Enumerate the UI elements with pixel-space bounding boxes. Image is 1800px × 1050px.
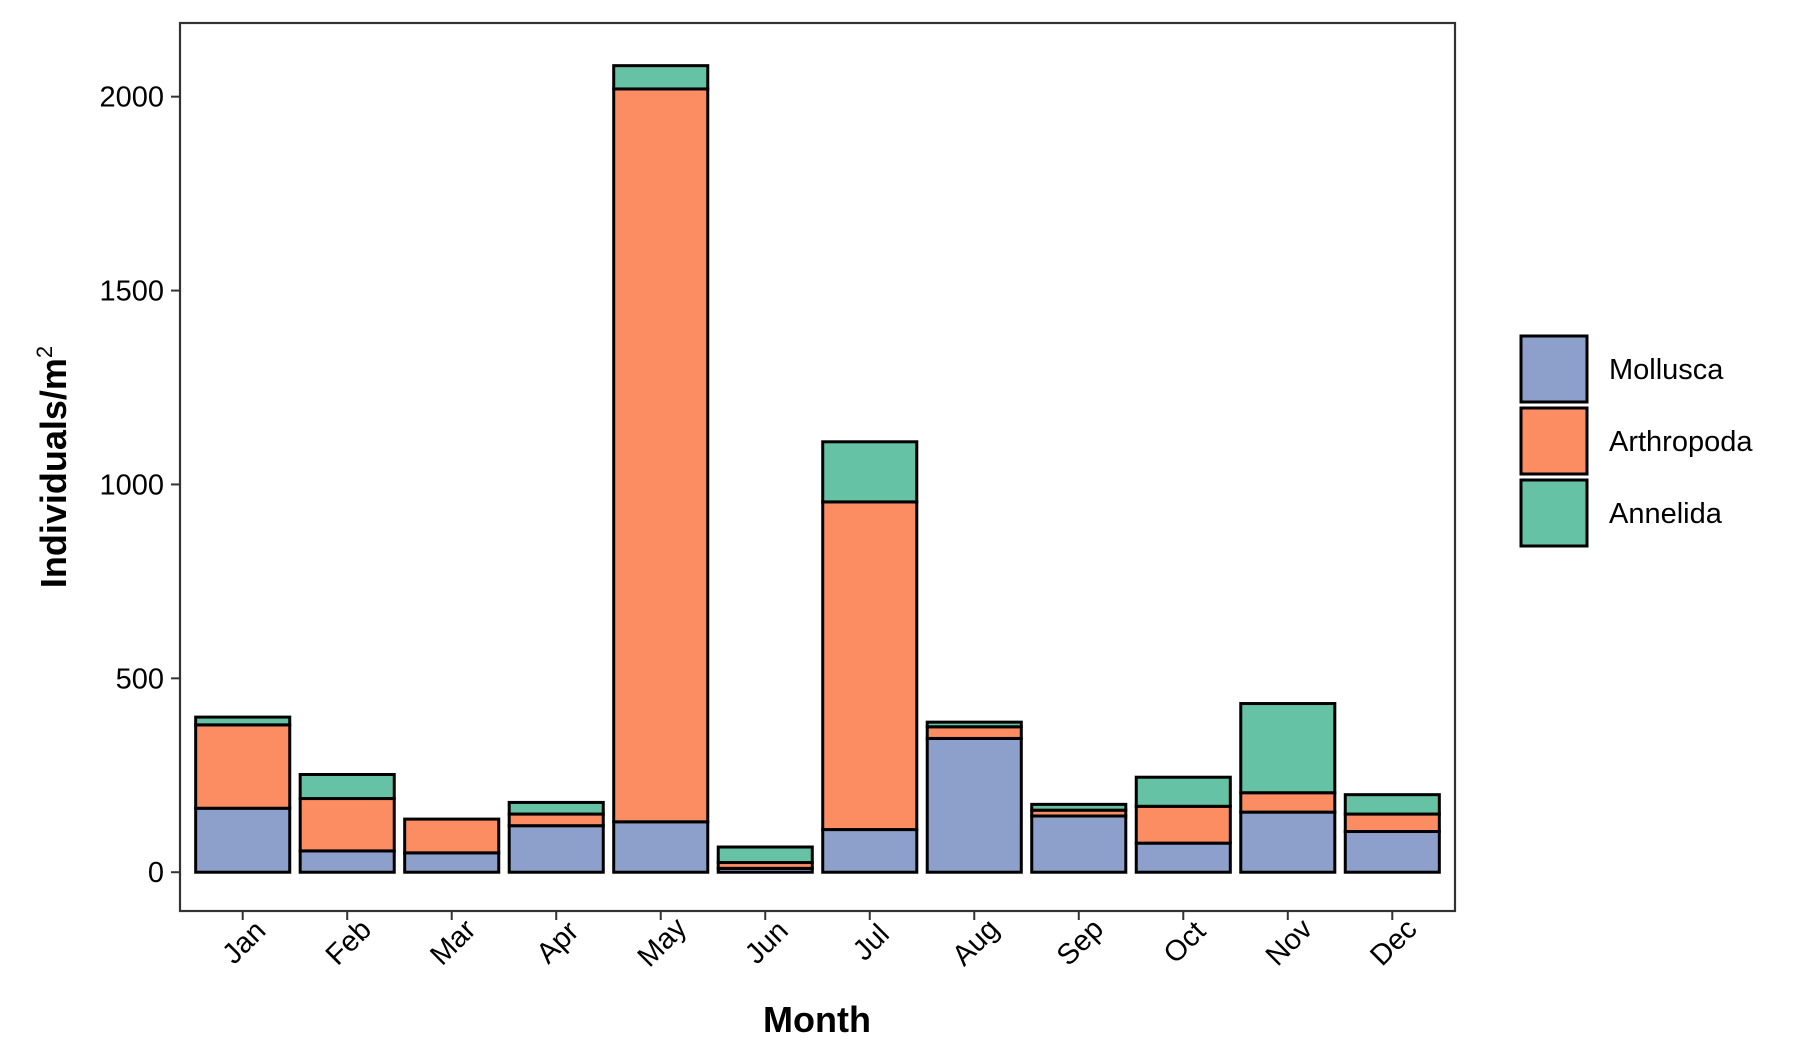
x-tick-label-jun: Jun (739, 915, 795, 971)
bar-arthropoda-jul (821, 500, 919, 832)
y-axis-title-text: Individuals/m (33, 358, 74, 588)
y-axis-title-superscript: 2 (32, 346, 57, 358)
legend-key-annelida (1519, 478, 1589, 548)
bar-annelida-nov (1239, 702, 1337, 795)
bar-mollusca-jan (194, 806, 292, 874)
bar-annelida-jun (716, 845, 814, 865)
bar-annelida-aug (925, 720, 1023, 729)
x-tick-label-sep: Sep (1051, 913, 1110, 972)
bar-arthropoda-aug (925, 725, 1023, 740)
bar-mollusca-apr (507, 824, 605, 874)
bars-layer (194, 64, 1441, 874)
legend-label-arthropoda: Arthropoda (1609, 426, 1753, 458)
bar-arthropoda-nov (1239, 791, 1337, 814)
bar-mollusca-nov (1239, 810, 1337, 874)
bar-annelida-jul (821, 440, 919, 504)
bar-arthropoda-feb (298, 797, 396, 853)
y-tick-label: 2000 (99, 82, 164, 114)
bar-arthropoda-oct (1134, 804, 1232, 845)
bar-annelida-may (612, 64, 710, 91)
bar-mollusca-jul (821, 828, 919, 874)
bar-mollusca-oct (1134, 841, 1232, 874)
bar-annelida-sep (1030, 802, 1128, 812)
x-tick-label-oct: Oct (1158, 915, 1213, 970)
y-axis: 0 500 1000 1500 2000 (99, 82, 180, 889)
bar-arthropoda-apr (507, 812, 605, 828)
bar-annelida-oct (1134, 775, 1232, 808)
x-tick-label-may: May (632, 912, 694, 974)
x-tick-label-aug: Aug (946, 913, 1005, 972)
legend-key-arthropoda (1519, 406, 1589, 476)
x-tick-label-jan: Jan (216, 915, 272, 971)
y-tick-label: 500 (116, 663, 164, 695)
x-tick-label-feb: Feb (320, 914, 378, 972)
bar-mollusca-aug (925, 736, 1023, 874)
x-tick-label-apr: Apr (531, 915, 586, 970)
x-axis: Jan Feb Mar Apr May Jun Jul Aug Sep Oct Nov Dec (216, 911, 1423, 973)
bar-mollusca-feb (298, 849, 396, 874)
bar-mollusca-mar (403, 851, 501, 874)
legend-label-annelida: Annelida (1609, 498, 1723, 530)
bar-annelida-dec (1343, 793, 1441, 816)
x-axis-title: Month (763, 999, 871, 1040)
legend-key-mollusca (1519, 334, 1589, 404)
bar-arthropoda-jan (194, 723, 292, 810)
x-tick-label-nov: Nov (1260, 913, 1319, 972)
bar-annelida-jan (194, 715, 292, 727)
x-tick-label-dec: Dec (1364, 913, 1423, 972)
y-tick-label: 1500 (99, 276, 164, 308)
y-tick-label: 0 (148, 857, 164, 889)
bar-mollusca-sep (1030, 814, 1128, 874)
legend: Mollusca Arthropoda Annelida (1519, 334, 1753, 548)
y-axis-title: Individuals/m2 (32, 346, 74, 588)
legend-label-mollusca: Mollusca (1609, 354, 1724, 386)
bar-mollusca-may (612, 820, 710, 874)
bar-arthropoda-may (612, 87, 710, 824)
x-tick-label-jul: Jul (847, 918, 896, 967)
x-tick-label-mar: Mar (424, 913, 482, 971)
bar-arthropoda-mar (403, 817, 501, 855)
bar-mollusca-dec (1343, 830, 1441, 874)
bar-arthropoda-dec (1343, 812, 1441, 834)
bar-annelida-feb (298, 773, 396, 801)
y-tick-label: 1000 (99, 469, 164, 501)
bar-annelida-apr (507, 800, 605, 816)
